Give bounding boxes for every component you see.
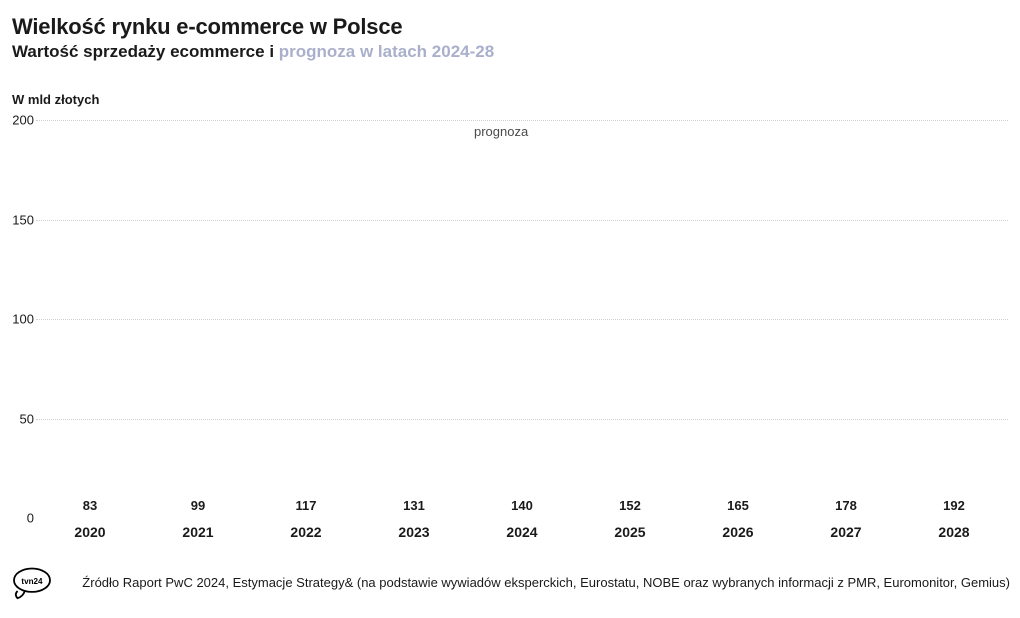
bar-value-label: 99 <box>144 498 252 513</box>
gridline <box>36 419 1008 420</box>
y-axis-title: W mld złotych <box>12 92 99 107</box>
x-tick-label: 2027 <box>792 524 900 540</box>
chart-title: Wielkość rynku e-commerce w Polsce <box>12 14 1010 40</box>
bar-value-label: 192 <box>900 498 1008 513</box>
bar-value-label: 83 <box>36 498 144 513</box>
bar-value-label: 140 <box>468 498 576 513</box>
gridline <box>36 319 1008 320</box>
gridline <box>36 220 1008 221</box>
source-text: Źródło Raport PwC 2024, Estymacje Strate… <box>72 575 1010 590</box>
logo-tvn24-icon: tvn24 <box>12 564 52 600</box>
y-tick-label: 100 <box>12 312 34 327</box>
footer: tvn24 Źródło Raport PwC 2024, Estymacje … <box>12 564 1010 600</box>
forecast-region-label: prognoza <box>474 124 528 139</box>
y-tick-label: 150 <box>12 212 34 227</box>
y-tick-label: 50 <box>12 411 34 426</box>
svg-text:tvn24: tvn24 <box>21 577 43 586</box>
bar-value-label: 178 <box>792 498 900 513</box>
x-tick-label: 2026 <box>684 524 792 540</box>
x-tick-label: 2020 <box>36 524 144 540</box>
x-tick-label: 2024 <box>468 524 576 540</box>
x-tick-label: 2022 <box>252 524 360 540</box>
bar-value-label: 117 <box>252 498 360 513</box>
y-tick-label: 0 <box>12 511 34 526</box>
chart-area: 8399117131140152165178192 prognoza 0 50 10… <box>12 108 1008 552</box>
x-tick-label: 2028 <box>900 524 1008 540</box>
subtitle-part-b: prognoza w latach 2024-28 <box>279 42 494 61</box>
gridline <box>36 120 1008 121</box>
bar-value-label: 165 <box>684 498 792 513</box>
subtitle-part-a: Wartość sprzedaży ecommerce i <box>12 42 279 61</box>
bar-value-label: 131 <box>360 498 468 513</box>
x-tick-label: 2025 <box>576 524 684 540</box>
plot: 8399117131140152165178192 prognoza 05010… <box>36 120 1008 518</box>
x-axis-labels: 202020212022202320242025202620272028 <box>36 524 1008 540</box>
bar-value-label: 152 <box>576 498 684 513</box>
x-tick-label: 2023 <box>360 524 468 540</box>
chart-subtitle: Wartość sprzedaży ecommerce i prognoza w… <box>12 42 1010 62</box>
x-tick-label: 2021 <box>144 524 252 540</box>
y-tick-label: 200 <box>12 113 34 128</box>
